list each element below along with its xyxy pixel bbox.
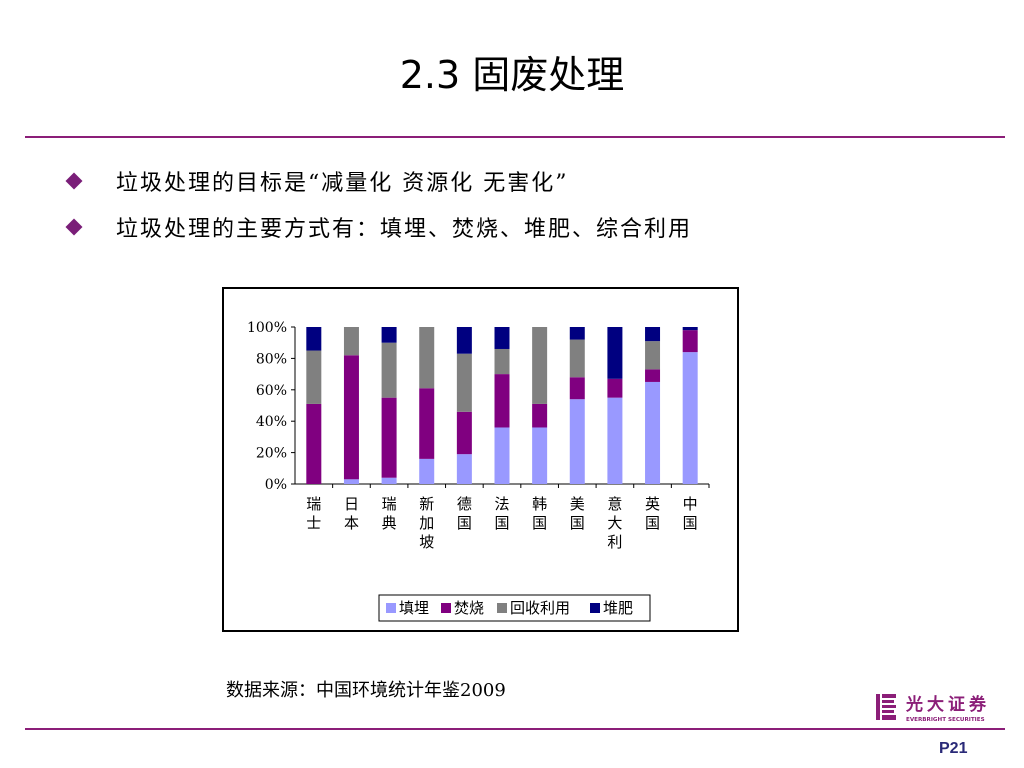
bar-segment [381,342,397,398]
bar-segment [569,327,585,340]
x-tick-label: 美 [570,495,585,513]
x-tick-label: 英 [645,495,660,513]
bar-segment [381,397,397,478]
bullet-item: 垃圾处理的目标是“减量化 资源化 无害化” [66,166,692,196]
title-divider [25,136,1005,138]
x-tick-label: 大 [607,514,622,532]
legend-label: 堆肥 [603,599,633,617]
bar-segment [682,352,698,484]
page-number: P21 [939,740,968,757]
bar-segment [343,355,359,480]
stacked-bar-chart: 0%20%40%60%80%100%瑞士日本瑞典新加坡德国法国韩国美国意大利英国… [247,320,710,622]
bar-segment [456,454,472,484]
chart-frame: 0% 20% 40% 60% 80% 100% 瑞士日本瑞典新加坡德国法国韩国美国意大利英国… [222,287,739,632]
data-source: 数据来源：中国环境统计年鉴2009 [226,680,506,701]
bar-segment [306,350,322,404]
bar-segment [607,378,623,398]
y-tick-label: 40% [256,414,287,430]
bar-segment [419,458,435,484]
footer-divider [25,728,1005,730]
x-tick-label: 法 [494,495,509,513]
logo-mark-icon [876,694,896,720]
bullet-item: 垃圾处理的主要方式有：填埋、焚烧、堆肥、综合利用 [66,212,692,242]
bar-segment [532,403,548,428]
x-tick-label: 国 [645,514,660,532]
y-tick-label: 80% [256,351,287,367]
x-tick-label: 国 [683,514,698,532]
x-tick-label: 加 [419,514,434,532]
legend-swatch [590,603,600,613]
x-tick-label: 士 [306,514,321,532]
bar-segment [456,327,472,354]
bar-segment [494,427,510,484]
x-tick-label: 中 [683,495,698,513]
x-tick-label: 意 [607,495,622,513]
legend-box [378,594,651,622]
bar-segment [456,353,472,412]
diamond-bullet-icon [66,173,82,189]
x-tick-label: 利 [607,533,622,551]
bar-segment [532,427,548,484]
y-tick-label: 0% [265,477,287,493]
logo-subtitle: EVERBRIGHT SECURITIES [906,717,985,723]
bar-segment [494,374,510,428]
x-tick-label: 瑞 [306,495,321,513]
bar-segment [645,327,661,342]
legend-label: 焚烧 [454,599,484,617]
legend-label: 回收利用 [510,599,570,617]
company-logo: 光大证券 EVERBRIGHT SECURITIES [876,694,990,723]
bar-segment [645,341,661,370]
bar-segment [343,479,359,484]
bar-segment [306,403,322,484]
bar-segment [607,397,623,484]
bar-segment [381,327,397,343]
x-tick-label: 坡 [419,533,434,551]
bar-segment [343,327,359,356]
x-tick-label: 国 [494,514,509,532]
y-tick-label: 20% [256,446,287,462]
bar-segment [569,339,585,378]
bar-segment [682,327,698,331]
y-tick-label: 100% [247,320,287,336]
bar-segment [532,327,548,404]
bar-segment [494,327,510,349]
x-tick-label: 本 [344,514,359,532]
bar-segment [494,348,510,375]
x-tick-label: 新 [419,495,434,513]
bar-segment [456,411,472,455]
logo-name: 光大证券 [905,694,990,715]
bullet-text: 垃圾处理的目标是“减量化 资源化 无害化” [116,171,569,196]
bullet-list: 垃圾处理的目标是“减量化 资源化 无害化” 垃圾处理的主要方式有：填埋、焚烧、堆… [66,166,692,258]
legend-swatch [386,603,396,613]
bar-segment [645,381,661,484]
bar-segment [419,327,435,389]
diamond-bullet-icon [66,219,82,235]
slide-title: 2.3 固废处理 [399,53,625,97]
x-tick-label: 瑞 [382,495,397,513]
bar-segment [607,327,623,379]
legend-swatch [497,603,507,613]
bullet-text: 垃圾处理的主要方式有：填埋、焚烧、堆肥、综合利用 [116,217,693,242]
x-tick-label: 典 [382,514,397,532]
x-tick-label: 国 [457,514,472,532]
x-tick-label: 日 [344,495,359,513]
x-tick-label: 韩 [532,495,547,513]
bar-segment [419,388,435,459]
bar-segment [381,477,397,484]
x-tick-label: 国 [570,514,585,532]
bar-segment [306,327,322,351]
bar-segment [645,369,661,382]
y-tick-label: 60% [256,383,287,399]
x-tick-label: 德 [457,495,472,513]
bar-segment [569,377,585,400]
x-tick-label: 国 [532,514,547,532]
bar-segment [682,330,698,353]
legend-swatch [441,603,451,613]
legend-label: 填埋 [399,599,429,617]
bar-segment [569,399,585,484]
